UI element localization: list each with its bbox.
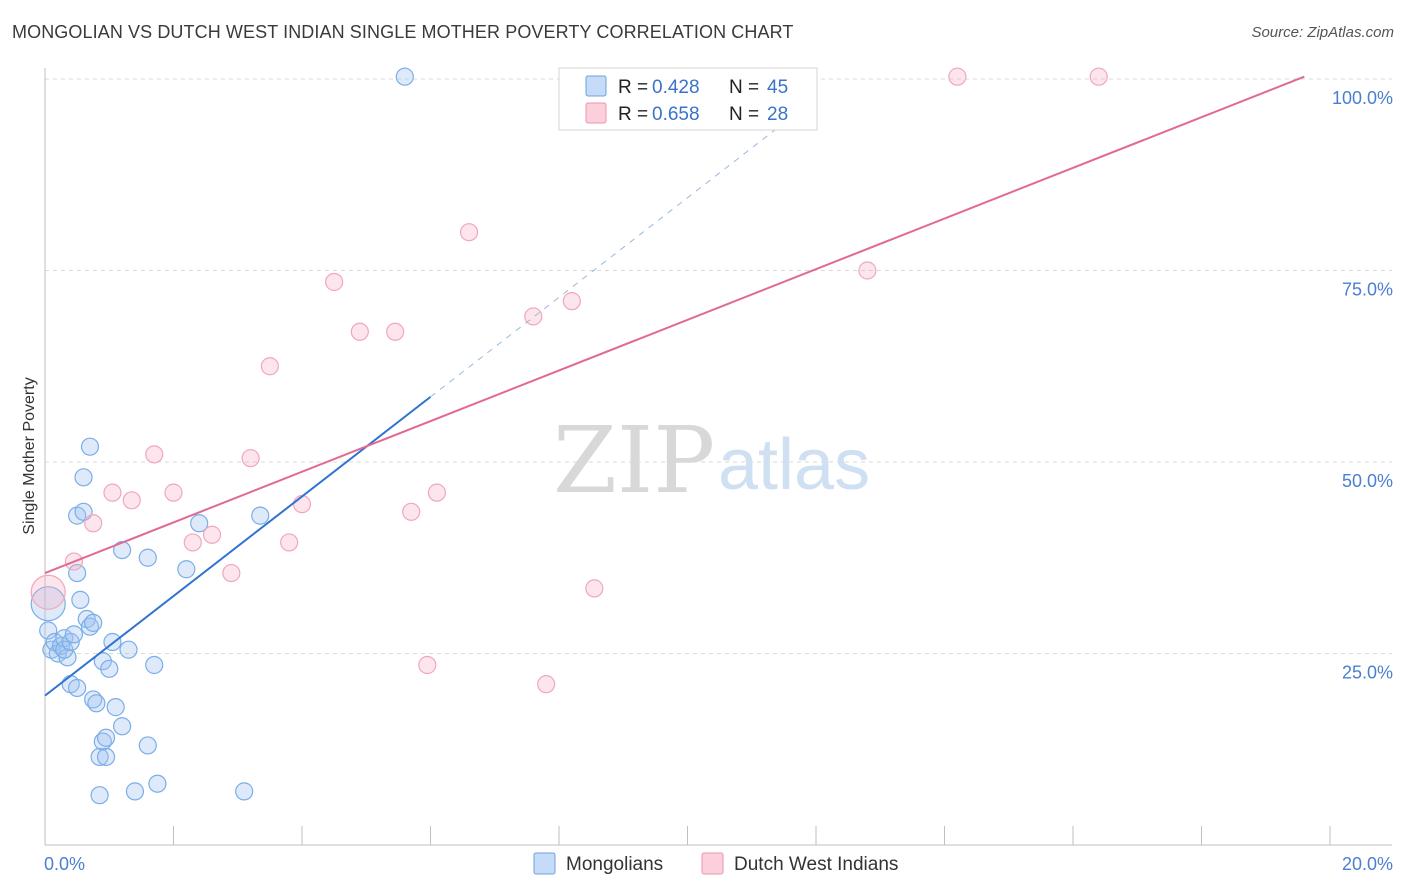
dutch-trend-line	[44, 75, 1305, 575]
dutch-point-8	[202, 525, 222, 544]
dutch-point-18	[418, 655, 437, 675]
mongolians-point-17	[74, 468, 93, 487]
legend-n-value-0: 45	[767, 77, 788, 98]
gridlines	[45, 78, 1392, 654]
mongolians-point-20	[80, 437, 100, 456]
mongolians-point-32	[106, 698, 125, 717]
dutch-point-7	[183, 533, 202, 552]
mongolians-trend-extension	[430, 97, 817, 398]
mongolians-point-36	[125, 782, 145, 801]
mongolians-point-37	[138, 548, 157, 567]
y-tick-label-0: 25.0%	[1342, 663, 1393, 683]
bottom-legend-swatch-dutch	[701, 852, 724, 875]
mongolians-point-45	[395, 67, 414, 86]
dutch-point-2	[84, 514, 103, 533]
mongolians-point-43	[235, 782, 254, 801]
dutch-point-10	[241, 449, 260, 468]
dutch-point-5	[145, 445, 164, 464]
bottom-legend-swatch-mongolians	[533, 852, 556, 875]
y-axis-label: Single Mother Poverty	[21, 377, 38, 534]
dutch-point-11	[260, 357, 279, 376]
chart-title: MONGOLIAN VS DUTCH WEST INDIAN SINGLE MO…	[12, 22, 794, 42]
y-tick-label-1: 50.0%	[1342, 471, 1393, 491]
watermark: ZIP atlas	[553, 407, 870, 514]
watermark-zip: ZIP	[553, 407, 715, 514]
watermark-atlas: atlas	[718, 425, 870, 505]
y-tick-label-3: 100.0%	[1332, 88, 1393, 108]
mongolians-trend-line	[44, 396, 432, 697]
mongolians-point-30	[100, 659, 119, 678]
mongolians-points	[30, 67, 414, 805]
mongolians-point-33	[112, 540, 132, 560]
dutch-point-6	[164, 483, 183, 502]
dutch-point-15	[350, 322, 369, 341]
dutch-point-25	[858, 261, 877, 280]
mongolians-point-12	[68, 678, 87, 698]
dutch-point-22	[537, 675, 556, 694]
mongolians-point-1	[39, 621, 58, 640]
dutch-point-27	[1089, 67, 1108, 86]
dutch-point-26	[948, 67, 967, 86]
dutch-point-9	[222, 563, 241, 583]
dutch-point-13	[292, 495, 312, 514]
tick-labels: 25.0% 50.0% 75.0% 100.0% 0.0% 20.0%	[44, 88, 1393, 874]
x-tick-label-left: 0.0%	[44, 854, 85, 874]
dutch-point-14	[325, 272, 344, 292]
mongolians-point-0	[30, 586, 66, 622]
mongolians-point-41	[177, 560, 196, 579]
trend-lines	[44, 75, 1305, 697]
mongolians-point-28	[96, 747, 116, 767]
dutch-point-4	[122, 491, 141, 510]
mongolians-point-14	[71, 590, 90, 609]
mongolians-point-13	[68, 563, 87, 583]
mongolians-point-39	[145, 655, 164, 675]
dutch-west-indians-points	[30, 67, 1108, 694]
series-legend: Mongolians Dutch West Indians	[533, 852, 898, 875]
dutch-point-23	[562, 292, 581, 311]
legend-swatch-mongolians	[585, 75, 607, 97]
mongolians-point-10	[64, 625, 84, 644]
dutch-point-0	[30, 574, 66, 610]
x-tick-label-right: 20.0%	[1342, 854, 1393, 874]
mongolians-point-35	[119, 640, 138, 659]
mongolians-point-29	[96, 728, 116, 747]
mongolians-point-23	[87, 694, 106, 713]
axes	[44, 68, 1392, 846]
legend-n-label-0: N =	[729, 77, 759, 98]
bottom-legend-dutch-west-indians: Dutch West Indians	[734, 854, 898, 875]
mongolians-point-40	[148, 774, 167, 793]
mongolians-point-34	[112, 717, 132, 736]
legend-r-label-1: R =	[618, 104, 648, 125]
legend-n-label-1: N =	[729, 104, 759, 125]
mongolians-point-44	[251, 506, 270, 525]
mongolians-point-42	[190, 514, 209, 533]
mongolians-point-24	[90, 786, 109, 805]
mongolians-point-38	[138, 736, 157, 755]
source-label: Source: ZipAtlas.com	[1251, 24, 1394, 41]
dutch-point-16	[386, 322, 405, 341]
mongolians-point-21	[84, 613, 103, 632]
dutch-point-12	[280, 533, 299, 552]
bottom-legend-mongolians: Mongolians	[566, 854, 663, 875]
dutch-point-24	[585, 579, 604, 598]
dutch-point-17	[402, 502, 421, 521]
y-tick-label-2: 75.0%	[1342, 280, 1393, 300]
legend-r-label-0: R =	[618, 77, 648, 98]
legend-n-value-1: 28	[767, 104, 788, 125]
dutch-point-20	[459, 223, 479, 242]
dutch-point-3	[103, 483, 122, 502]
legend-swatch-dutch	[585, 102, 607, 124]
mongolians-point-25	[90, 747, 109, 767]
legend-r-value-0: 0.428	[652, 77, 700, 98]
legend-r-value-1: 0.658	[652, 104, 700, 125]
stats-legend: R = 0.428 N = 45 R = 0.658 N = 28	[558, 67, 818, 131]
dutch-point-19	[427, 483, 447, 502]
